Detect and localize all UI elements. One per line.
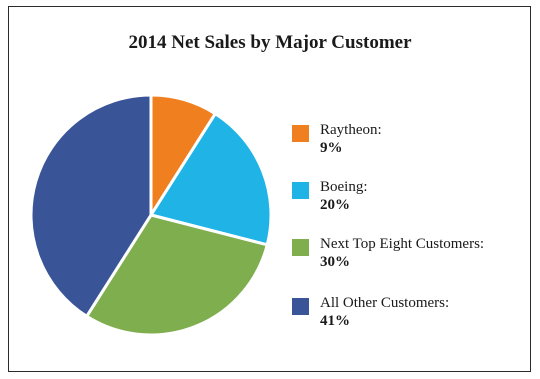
legend-label-raytheon: Raytheon: [320, 122, 382, 138]
legend-item-raytheon: Raytheon: 9% [292, 122, 528, 166]
pie-slice-next-top-eight [85, 213, 269, 337]
pie-slice-all-other [29, 93, 153, 318]
legend-swatch-boeing [292, 182, 309, 199]
legend-value-next-top-eight: 30% [320, 254, 350, 270]
chart-title: 2014 Net Sales by Major Customer [128, 32, 412, 53]
legend-value-boeing: 20% [320, 197, 350, 213]
legend-label-next-top-eight: Next Top Eight Customers: [320, 236, 485, 252]
legend-item-next-top-eight: Next Top Eight Customers: 30% [292, 236, 528, 280]
legend-swatch-all-other [292, 298, 309, 315]
legend-label-all-other: All Other Customers: [320, 295, 450, 311]
pie-slices [29, 93, 273, 337]
legend-item-all-other: All Other Customers: 41% [292, 295, 528, 339]
legend-swatch-next-top-eight [292, 239, 309, 256]
pie-slice-boeing [149, 112, 273, 247]
legend-item-boeing: Boeing: 20% [292, 179, 528, 223]
legend-value-all-other: 41% [320, 313, 350, 329]
legend-value-raytheon: 9% [320, 140, 343, 156]
legend-label-boeing: Boeing: [320, 179, 368, 195]
legend-swatch-raytheon [292, 125, 309, 142]
